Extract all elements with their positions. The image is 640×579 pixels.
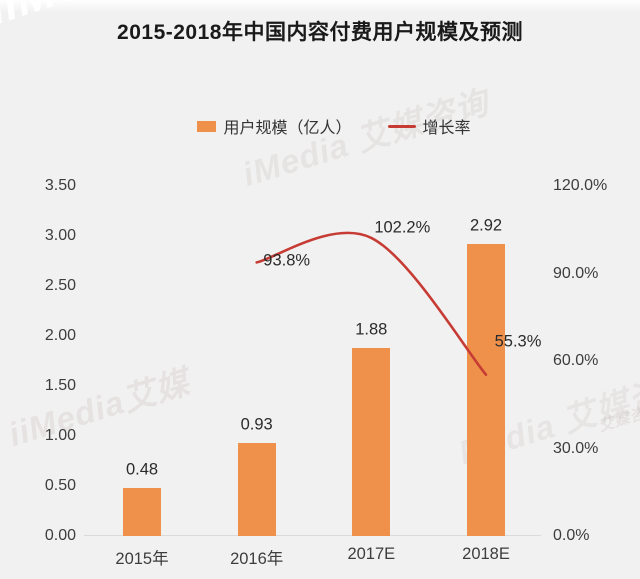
bar-value-label: 0.48	[125, 460, 159, 479]
left-axis-tick: 3.50	[44, 177, 76, 194]
bar-2016年	[237, 443, 276, 536]
left-axis-tick: 2.50	[44, 277, 76, 294]
legend-label-user-scale: 用户规模（亿人）	[223, 120, 352, 137]
left-axis-tick: 0.50	[44, 477, 76, 494]
x-axis-label-2016年: 2016年	[230, 550, 284, 568]
chart-title: 2015-2018年中国内容付费用户规模及预测	[117, 21, 523, 44]
left-axis-tick: 1.50	[44, 377, 76, 394]
growth-rate-label: 93.8%	[263, 251, 311, 270]
bar-value-label: 0.93	[240, 415, 273, 434]
left-axis-tick: 1.00	[44, 427, 76, 444]
left-axis-tick: 0.00	[44, 527, 76, 544]
line-series-swatch-icon	[387, 124, 416, 128]
x-axis-line	[84, 534, 541, 536]
bar-2017E	[352, 348, 391, 536]
left-axis-tick: 3.00	[44, 227, 76, 244]
right-axis-tick: 90.0%	[553, 264, 599, 282]
bar-series-swatch-icon	[197, 120, 217, 132]
growth-rate-label: 55.3%	[494, 332, 542, 351]
legend-item-user-scale: 用户规模（亿人）	[197, 114, 352, 138]
left-axis-tick: 2.00	[44, 327, 76, 344]
right-axis-tick: 0.0%	[553, 527, 590, 544]
bar-value-label: 2.92	[469, 216, 503, 235]
bar-value-label: 1.88	[355, 320, 388, 339]
bar-2018E	[467, 244, 505, 536]
growth-rate-label: 102.2%	[374, 218, 431, 237]
right-axis-tick: 30.0%	[553, 439, 599, 457]
x-axis-label-2018E: 2018E	[462, 545, 510, 563]
bar-2015年	[123, 488, 161, 536]
legend-item-growth-rate: 增长率	[387, 114, 471, 138]
x-axis-label-2015年: 2015年	[115, 550, 169, 568]
right-axis-tick: 60.0%	[553, 352, 599, 369]
x-axis-label-2017E: 2017E	[347, 545, 396, 563]
right-axis-tick: 120.0%	[553, 177, 608, 194]
legend: 用户规模（亿人） 增长率	[14, 114, 640, 138]
legend-label-growth-rate: 增长率	[422, 120, 471, 137]
